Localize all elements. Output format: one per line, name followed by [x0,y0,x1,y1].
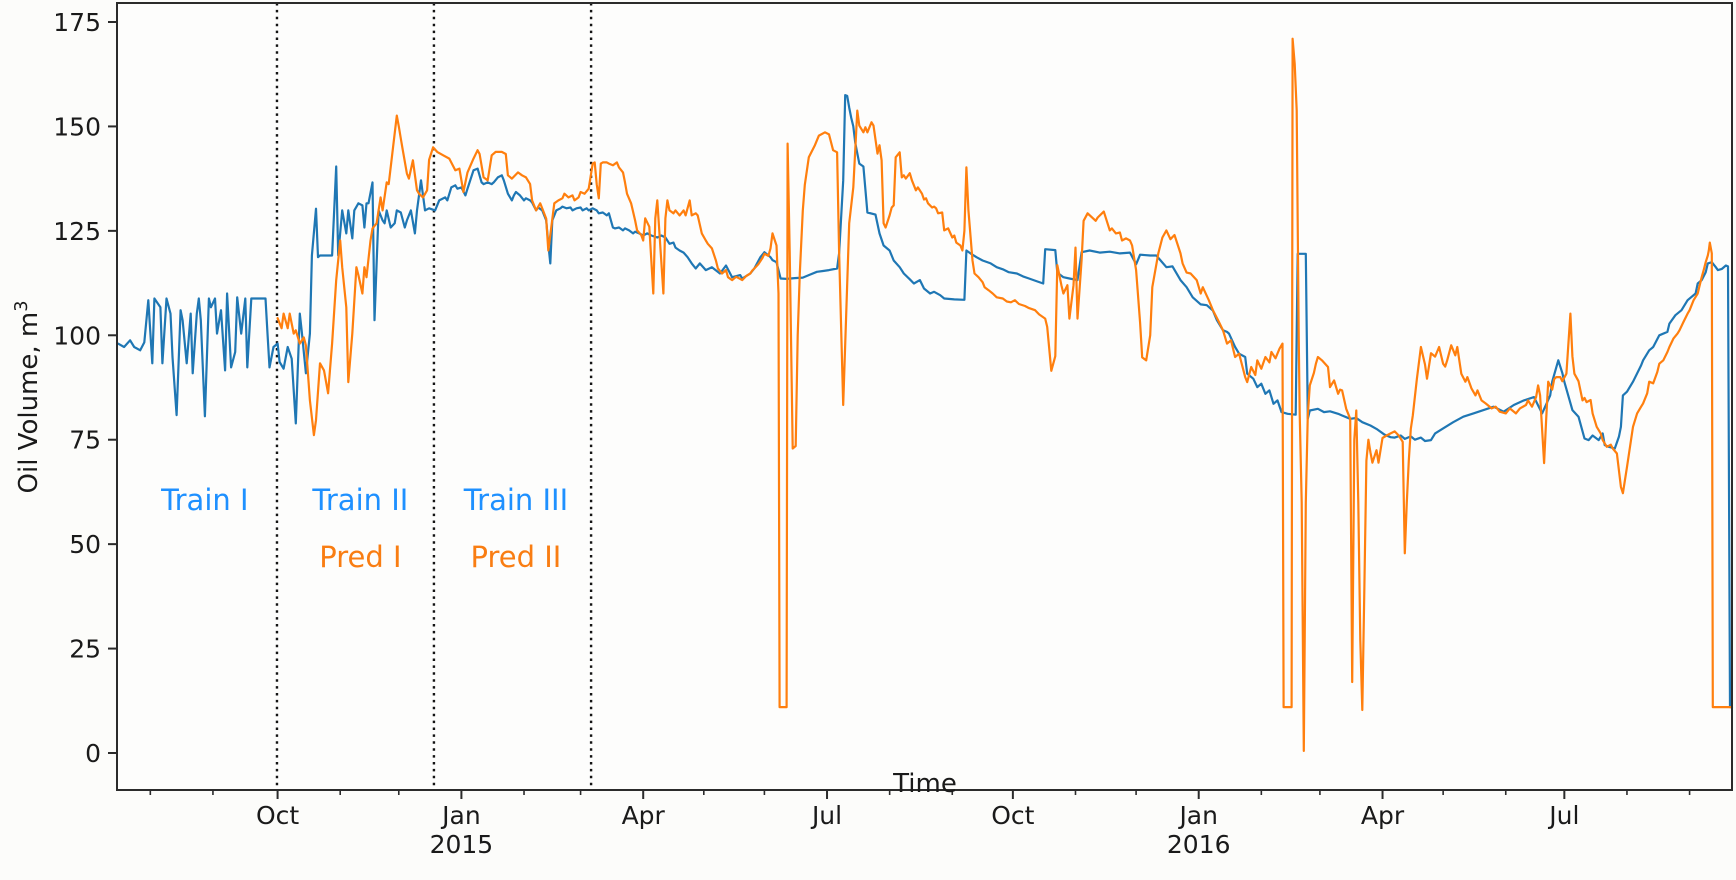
y-tick-label: 150 [53,112,101,141]
x-tick-label: Oct [256,801,299,830]
y-tick-label: 100 [53,321,101,350]
x-tick-label: Jan [1177,801,1218,830]
plot-area [117,3,1732,790]
x-tick-label: Oct [991,801,1034,830]
x-tick-label: Apr [1361,801,1405,830]
x-tick-year-label: 2015 [430,830,494,859]
annotation-train-2: Train II [312,483,409,518]
annotation-train-1: Train I [161,483,249,518]
x-tick-year-label: 2016 [1167,830,1231,859]
pred-series-line [276,37,1734,753]
y-tick-label: 175 [53,8,101,37]
annotation-pred-2: Pred II [470,539,562,574]
y-tick-label: 0 [85,739,101,768]
y-axis-title-superscript: 3 [12,300,33,312]
axes-spines [116,2,1733,791]
y-axis-title-text: Oil Volume, m [13,311,44,494]
y-tick-label: 25 [69,635,101,664]
annotation-pred-1: Pred I [319,539,402,574]
x-tick-label: Jan [440,801,481,830]
x-tick-label: Apr [622,801,666,830]
x-axis-title: Time [893,769,957,799]
annotation-train-3: Train III [463,483,569,518]
y-tick-label: 125 [53,217,101,246]
y-axis-title: Oil Volume, m3 [12,301,44,494]
x-tick-label: Jul [1547,801,1579,830]
x-tick-label: Jul [810,801,842,830]
y-tick-label: 75 [69,426,101,455]
y-tick-label: 50 [69,530,101,559]
